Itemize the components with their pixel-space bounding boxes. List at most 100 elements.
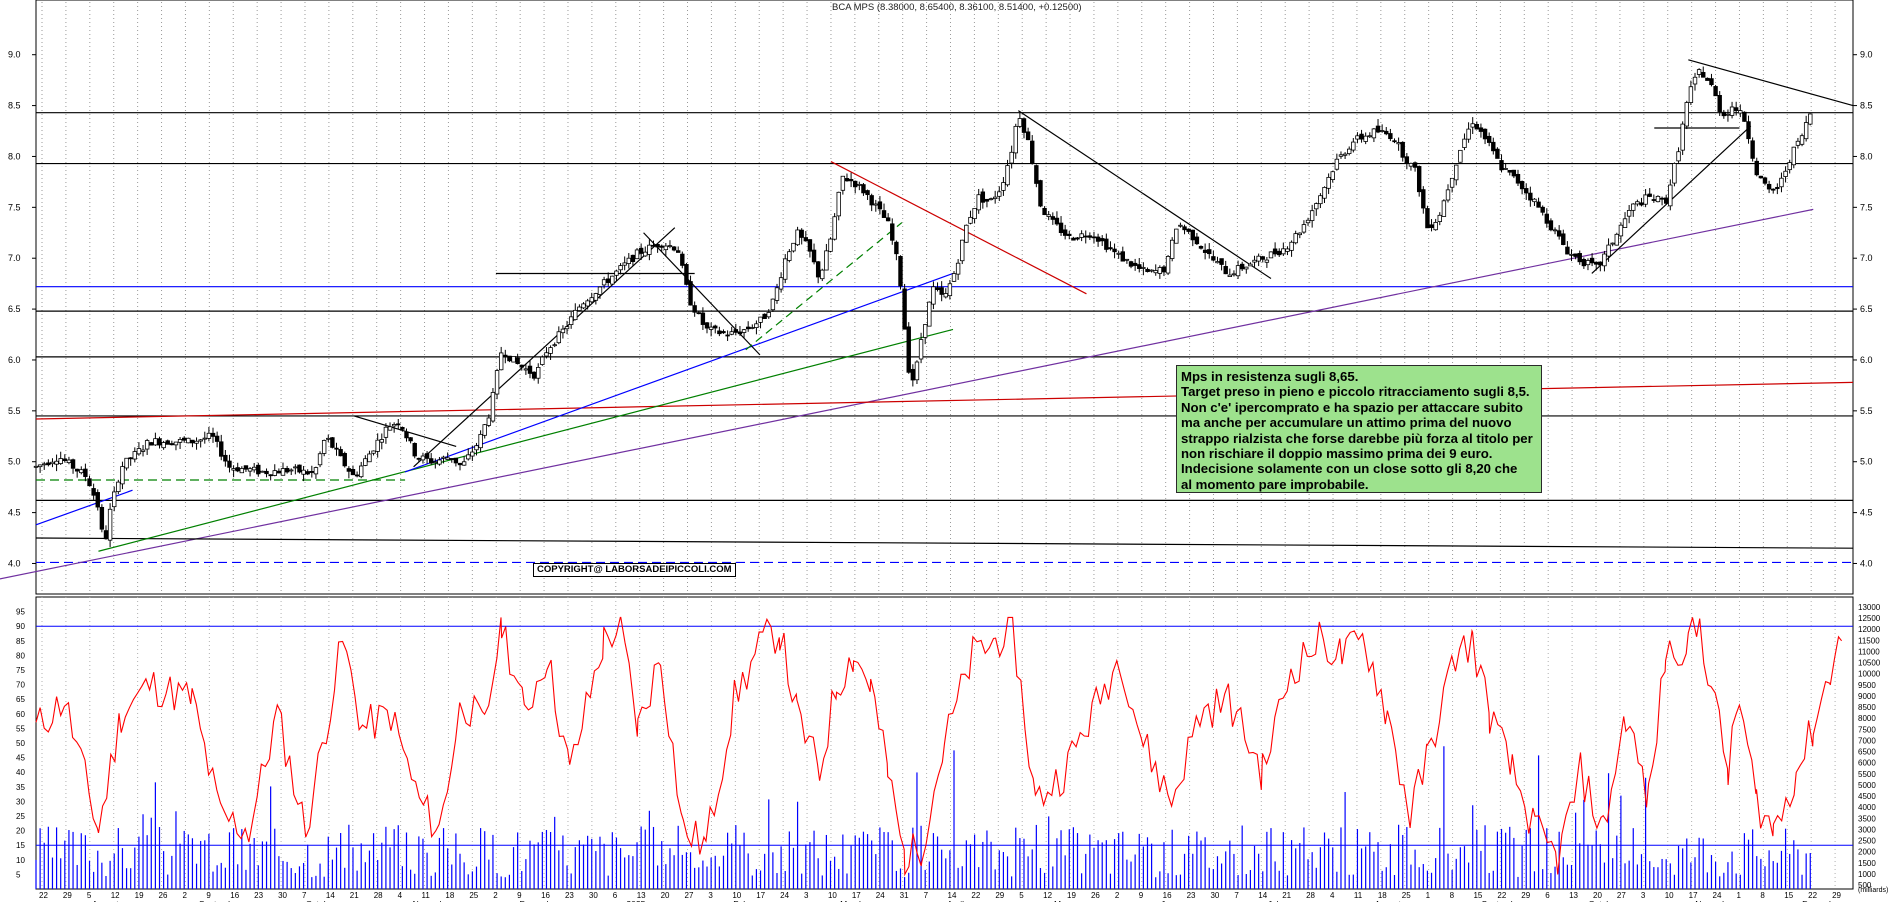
candle-body [1491, 141, 1496, 152]
trendline [745, 222, 903, 351]
month-label: September [1481, 899, 1523, 902]
oscillator-tick-label: 90 [16, 622, 25, 631]
candle-body [675, 250, 681, 253]
x-tick-label: 4 [398, 891, 403, 900]
candle-body [560, 328, 566, 334]
candle-body [1347, 148, 1352, 155]
candle-body [1626, 210, 1632, 217]
candle-body [367, 453, 372, 463]
candle-body [1692, 76, 1698, 85]
candle-body [1120, 251, 1125, 262]
month-label: May [1054, 899, 1071, 902]
candle-body [515, 357, 520, 365]
candle-body [408, 437, 413, 442]
candle-body [1404, 156, 1410, 164]
candle-body [153, 438, 158, 446]
candle-body [680, 253, 685, 266]
candle-body [1157, 267, 1163, 274]
candle-body [1499, 160, 1504, 171]
candle-body [614, 270, 619, 276]
candle-body [350, 469, 356, 476]
trendline [35, 489, 133, 526]
candle-body [861, 184, 866, 194]
y-tick-label: 5.0 [8, 457, 21, 467]
candle-body [980, 191, 986, 203]
candle-body [848, 179, 854, 182]
x-tick-label: 10 [1665, 891, 1674, 900]
candle-body [1589, 257, 1595, 264]
candle-body [375, 439, 380, 452]
candle-body [317, 453, 323, 466]
oscillator-tick-label: 30 [16, 797, 25, 806]
candle-body [1425, 208, 1430, 229]
candle-body [1087, 235, 1093, 238]
candle-body [770, 298, 776, 311]
candle-body [704, 322, 710, 329]
candle-body [902, 288, 907, 330]
candle-body [1182, 226, 1187, 231]
candle-body [1795, 140, 1801, 146]
candle-body [144, 440, 150, 450]
candle-body [1552, 229, 1558, 232]
candle-body [1277, 250, 1282, 256]
candle-body [1791, 146, 1797, 166]
candle-body [383, 426, 389, 438]
candle-body [206, 432, 212, 439]
candle-body [1556, 230, 1562, 237]
candle-body [1379, 130, 1385, 132]
candle-body [1001, 182, 1006, 191]
candle-body [400, 426, 405, 430]
candle-body [523, 368, 529, 371]
candle-body [947, 283, 953, 297]
x-tick-label: 12 [111, 891, 120, 900]
candle-body [774, 287, 780, 301]
x-tick-label: 19 [1067, 891, 1076, 900]
candle-body [577, 306, 582, 311]
candle-body [713, 325, 718, 329]
candle-body [935, 287, 940, 290]
candle-body [1017, 118, 1023, 127]
candle-body [1561, 233, 1566, 245]
candle-body [725, 334, 730, 337]
oscillator-tick-label: 70 [16, 681, 25, 690]
x-tick-label: 7 [302, 891, 307, 900]
x-tick-label: 26 [159, 891, 168, 900]
candle-body [927, 301, 932, 327]
note-line: Mps in resistenza sugli 8,65. [1181, 369, 1359, 384]
candle-body [1211, 256, 1216, 261]
candle-body [1067, 233, 1072, 236]
candle-body [1688, 86, 1694, 103]
candle-body [1186, 228, 1191, 232]
candle-body [960, 239, 965, 262]
candle-body [449, 458, 454, 460]
candle-body [1009, 151, 1014, 164]
y-tick-label: 9.0 [1860, 50, 1873, 60]
candle-body [58, 458, 63, 464]
candle-body [486, 417, 492, 426]
candle-body [157, 438, 162, 446]
candle-body [914, 361, 920, 381]
candle-body [787, 251, 792, 261]
oscillator-tick-label: 85 [16, 637, 25, 646]
x-tick-label: 31 [900, 891, 909, 900]
candle-body [844, 178, 850, 182]
candle-body [1058, 222, 1064, 234]
x-tick-label: 3 [708, 891, 713, 900]
candle-body [955, 262, 961, 275]
chart-title: BCA MPS (8.38000, 8.65400, 8.36100, 8.51… [832, 2, 1082, 13]
volume-tick-label: 1000 [1858, 870, 1876, 879]
candle-body [42, 463, 47, 466]
oscillator-tick-label: 75 [16, 666, 25, 675]
candle-body [457, 462, 463, 466]
candle-body [667, 245, 673, 248]
candle-body [1322, 187, 1327, 199]
candle-body [1062, 229, 1068, 236]
candle-body [46, 462, 51, 466]
y-tick-label: 8.0 [1860, 151, 1873, 161]
candle-body [968, 216, 973, 224]
candle-body [334, 447, 339, 450]
candle-body [1178, 224, 1183, 227]
candle-body [972, 208, 977, 220]
month-label: October [1588, 899, 1618, 902]
